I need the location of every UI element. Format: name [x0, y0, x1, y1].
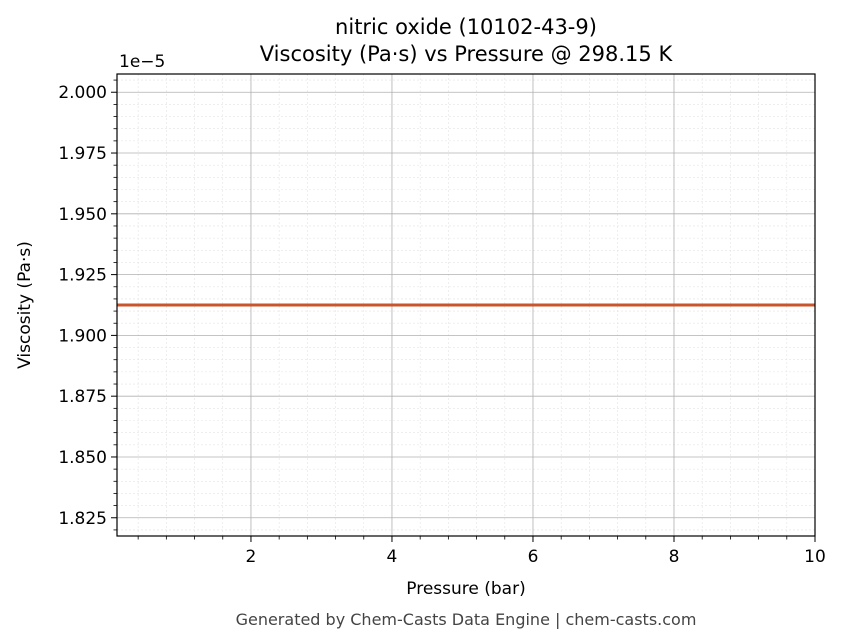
y-tick-label: 1.975 [58, 144, 107, 164]
footer-credit: Generated by Chem-Casts Data Engine | ch… [236, 610, 697, 629]
y-tick-label: 1.850 [58, 448, 107, 468]
y-tick-label: 1.875 [58, 387, 107, 407]
minor-grid [117, 74, 815, 536]
y-tick-label: 1.825 [58, 509, 107, 529]
chart-subtitle: Viscosity (Pa·s) vs Pressure @ 298.15 K [260, 42, 674, 66]
y-tick-label: 1.900 [58, 326, 107, 346]
y-tick-label: 1.925 [58, 266, 107, 286]
x-tick-label: 6 [528, 547, 539, 567]
x-axis-label: Pressure (bar) [406, 579, 525, 599]
x-tick-label: 10 [804, 547, 826, 567]
axis-ticks [111, 79, 816, 542]
y-tick-label: 2.000 [58, 83, 107, 103]
y-axis-label: Viscosity (Pa·s) [15, 241, 35, 369]
plot-frame [116, 73, 816, 537]
y-tick-label: 1.950 [58, 205, 107, 225]
chart-title: nitric oxide (10102-43-9) [335, 15, 597, 39]
tick-labels: 2 4 6 8 10 1.825 1.850 1.875 1.900 1.925 1.950 1.97… [58, 83, 825, 567]
x-tick-label: 4 [387, 547, 398, 567]
x-tick-label: 8 [669, 547, 680, 567]
y-offset-label: 1e−5 [119, 52, 165, 72]
x-tick-label: 2 [246, 547, 257, 567]
